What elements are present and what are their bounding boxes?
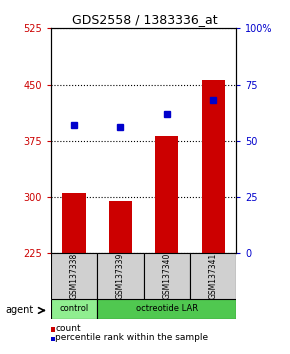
Bar xyxy=(51,299,97,319)
Text: GDS2558 / 1383336_at: GDS2558 / 1383336_at xyxy=(72,13,218,26)
Bar xyxy=(202,80,225,253)
Bar xyxy=(144,253,190,299)
Text: percentile rank within the sample: percentile rank within the sample xyxy=(55,333,208,342)
Text: GSM137341: GSM137341 xyxy=(209,253,218,299)
Bar xyxy=(190,253,236,299)
Bar xyxy=(97,253,144,299)
Text: GSM137339: GSM137339 xyxy=(116,253,125,299)
Bar xyxy=(97,299,236,319)
Bar xyxy=(109,201,132,253)
Text: GSM137340: GSM137340 xyxy=(162,253,171,299)
Text: GSM137338: GSM137338 xyxy=(69,253,79,299)
Text: octreotide LAR: octreotide LAR xyxy=(136,304,198,313)
Text: count: count xyxy=(55,324,81,333)
Text: control: control xyxy=(59,304,88,313)
Bar xyxy=(51,253,97,299)
Bar xyxy=(62,193,86,253)
Bar xyxy=(155,136,178,253)
Text: agent: agent xyxy=(6,306,34,315)
